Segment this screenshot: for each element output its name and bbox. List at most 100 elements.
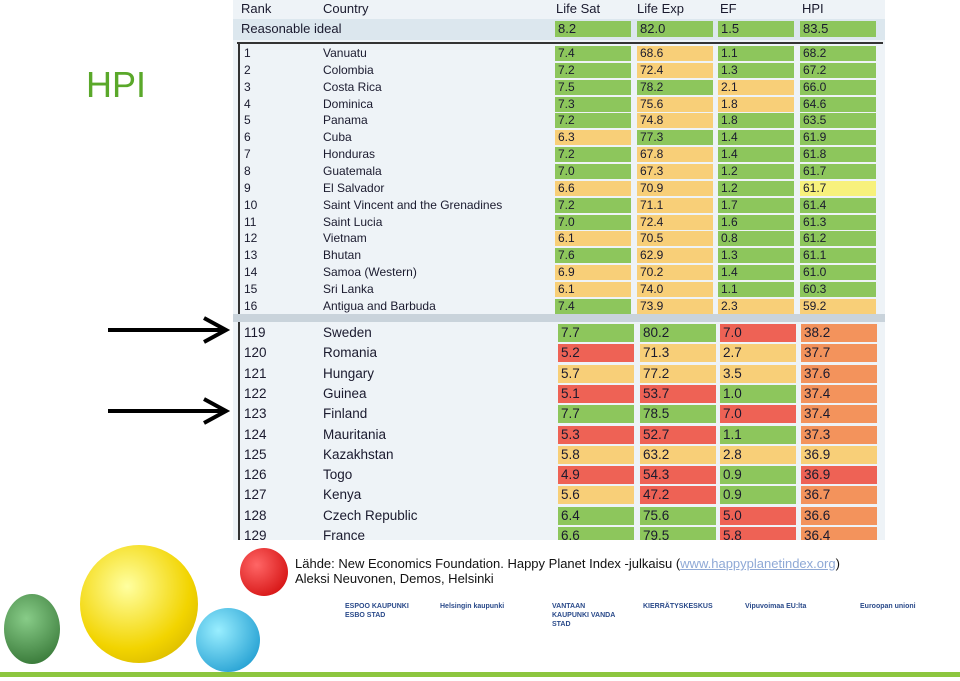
- value-cell: 74.8: [637, 113, 713, 129]
- value-cell: 7.2: [555, 197, 631, 213]
- arrow-head: [203, 397, 231, 425]
- value-cell: 2.7: [720, 344, 796, 363]
- value-cell: 1.4: [718, 130, 794, 146]
- rank-cell: 124: [244, 426, 267, 442]
- value-cell: 61.2: [800, 231, 876, 247]
- value-cell: 68.6: [637, 46, 713, 61]
- column-header: Life Exp: [637, 1, 684, 16]
- country-cell: Cuba: [323, 130, 352, 145]
- value-cell: 7.0: [720, 324, 796, 342]
- rank-cell: 14: [244, 265, 258, 280]
- value-cell: 36.9: [801, 445, 877, 464]
- value-cell: 7.0: [555, 163, 631, 179]
- value-cell: 77.3: [637, 130, 713, 146]
- rank-cell: 122: [244, 385, 267, 401]
- value-cell: 7.2: [555, 147, 631, 163]
- logo: Helsingin kaupunki: [440, 603, 505, 610]
- country-cell: Kenya: [323, 487, 362, 503]
- value-cell: 6.6: [558, 527, 634, 540]
- value-cell: 1.8: [718, 96, 794, 112]
- value-cell: 37.4: [801, 384, 877, 403]
- source-text: Lähde: New Economics Foundation. Happy P…: [295, 556, 681, 571]
- value-cell: 60.3: [800, 281, 876, 297]
- country-cell: Sri Lanka: [323, 281, 374, 296]
- value-cell: 1.1: [718, 281, 794, 297]
- value-cell: 37.4: [801, 405, 877, 424]
- country-cell: Kazakhstan: [323, 446, 394, 462]
- value-cell: 70.5: [637, 231, 713, 247]
- rank-cell: 126: [244, 467, 267, 483]
- value-cell: 71.1: [637, 197, 713, 213]
- ideal-label: Reasonable ideal: [241, 21, 342, 36]
- country-cell: Antigua and Barbuda: [323, 298, 436, 313]
- rank-cell: 12: [244, 231, 258, 246]
- value-cell: 0.8: [718, 231, 794, 247]
- value-cell: 78.2: [637, 79, 713, 95]
- value-cell: 1.5: [718, 21, 794, 37]
- value-cell: 1.4: [718, 265, 794, 281]
- country-cell: Guatemala: [323, 163, 382, 178]
- value-cell: 67.2: [800, 62, 876, 78]
- value-cell: 7.4: [555, 298, 631, 314]
- country-cell: Bhutan: [323, 248, 362, 263]
- value-cell: 61.3: [800, 214, 876, 230]
- value-cell: 77.2: [640, 364, 716, 383]
- value-cell: 62.9: [637, 248, 713, 264]
- value-cell: 7.0: [720, 405, 796, 424]
- value-cell: 2.1: [718, 79, 794, 95]
- country-cell: Vietnam: [323, 231, 367, 246]
- source-text: ): [835, 556, 840, 571]
- value-cell: 5.8: [720, 527, 796, 540]
- rank-cell: 9: [244, 180, 251, 195]
- value-cell: 5.8: [558, 445, 634, 464]
- logo: Euroopan unioni: [860, 603, 916, 610]
- value-cell: 5.6: [558, 486, 634, 505]
- value-cell: 61.1: [800, 248, 876, 264]
- value-cell: 66.0: [800, 79, 876, 95]
- value-cell: 7.0: [555, 214, 631, 230]
- value-cell: 70.2: [637, 265, 713, 281]
- logo: ESPOO KAUPUNKI ESBO STAD: [345, 603, 409, 619]
- value-cell: 36.6: [801, 506, 877, 525]
- value-cell: 1.2: [718, 163, 794, 179]
- rank-cell: 120: [244, 345, 267, 361]
- country-cell: Czech Republic: [323, 507, 418, 523]
- value-cell: 2.8: [720, 445, 796, 464]
- value-cell: 5.0: [720, 506, 796, 525]
- value-cell: 61.7: [800, 180, 876, 196]
- rank-cell: 127: [244, 487, 267, 503]
- arrow-head: [203, 316, 231, 344]
- value-cell: 75.6: [637, 96, 713, 112]
- hpi-table: Rank Country Life Sat Life Exp EF HPI Reasonab…: [233, 0, 885, 540]
- rank-cell: 4: [244, 96, 251, 111]
- value-cell: 37.3: [801, 425, 877, 444]
- value-cell: 74.0: [637, 281, 713, 297]
- value-cell: 71.3: [640, 344, 716, 363]
- ball-red: [240, 548, 288, 596]
- value-cell: 7.4: [555, 46, 631, 61]
- country-cell: Finland: [323, 406, 368, 422]
- value-cell: 7.5: [555, 79, 631, 95]
- value-cell: 5.2: [558, 344, 634, 363]
- rank-cell: 11: [244, 214, 257, 229]
- value-cell: 7.7: [558, 405, 634, 424]
- logo: VANTAAN KAUPUNKI VANDA STAD: [552, 603, 615, 628]
- value-cell: 59.2: [800, 298, 876, 314]
- gap-band: [233, 314, 885, 322]
- value-cell: 6.3: [555, 130, 631, 146]
- value-cell: 6.9: [555, 265, 631, 281]
- logo: Vipuvoimaa EU:lta: [745, 603, 807, 610]
- value-cell: 63.5: [800, 113, 876, 129]
- country-cell: Samoa (Western): [323, 265, 417, 280]
- country-cell: Dominica: [323, 96, 374, 111]
- value-cell: 61.7: [800, 163, 876, 179]
- value-cell: 73.9: [637, 298, 713, 314]
- source-link[interactable]: www.happyplanetindex.org: [680, 556, 836, 571]
- value-cell: 63.2: [640, 445, 716, 464]
- row-rule: [238, 44, 240, 314]
- bottom-bar: [0, 672, 960, 677]
- value-cell: 6.4: [558, 506, 634, 525]
- value-cell: 68.2: [800, 46, 876, 61]
- value-cell: 83.5: [800, 21, 876, 37]
